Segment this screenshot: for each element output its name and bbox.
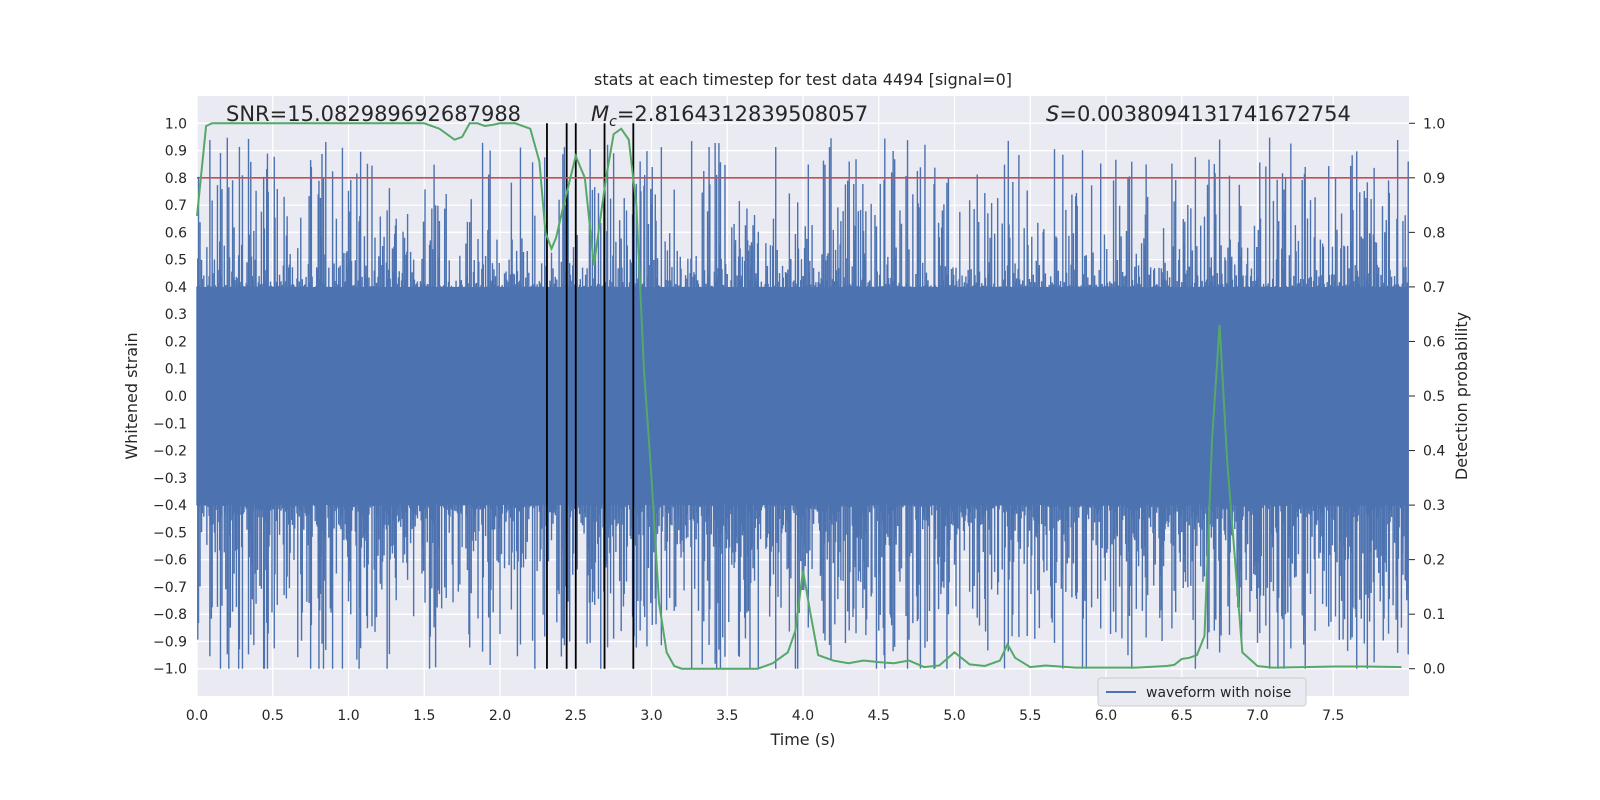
y-right-tick-label: 1.0 bbox=[1423, 116, 1445, 132]
s-annotation: S=0.0038094131741672754 bbox=[1046, 102, 1351, 126]
y-tick-label: −0.2 bbox=[153, 444, 187, 460]
y-tick-label: −0.9 bbox=[153, 634, 187, 650]
x-tick-label: 4.5 bbox=[868, 708, 890, 724]
chirp-mass-value: =2.8164312839508057 bbox=[617, 102, 868, 126]
x-tick-label: 3.0 bbox=[640, 708, 662, 724]
chirp-mass-annotation: Mc=2.8164312839508057 bbox=[591, 102, 868, 130]
y-right-tick-label: 0.0 bbox=[1423, 662, 1445, 678]
probability-series bbox=[196, 122, 1402, 670]
x-tick-label: 7.0 bbox=[1246, 708, 1268, 724]
y-tick-label: 0.9 bbox=[165, 144, 187, 160]
y-right-tick-label: 0.7 bbox=[1423, 280, 1445, 296]
y-tick-label: 0.4 bbox=[165, 280, 187, 296]
x-tick-labels: 0.0 0.5 1.0 1.5 2.0 2.5 3.0 3.5 4.0 4.5 5.0 5.5 6.0 6… bbox=[186, 708, 1345, 724]
x-tick-label: 5.5 bbox=[1019, 708, 1041, 724]
y-right-axis-title: Detection probability bbox=[1452, 312, 1471, 480]
y-tick-label: 0.6 bbox=[165, 225, 187, 241]
y-tick-labels: 1.0 0.9 0.8 0.7 0.6 0.5 0.4 0.3 0.2 0.1 0.0 −0.1 −0.… bbox=[153, 116, 187, 677]
y-tick-label: 0.3 bbox=[165, 307, 187, 323]
y-right-tick-label: 0.6 bbox=[1423, 334, 1445, 350]
legend-box bbox=[1097, 677, 1307, 707]
y-tick-label: 0.2 bbox=[165, 334, 187, 350]
y-axis-title: Whitened strain bbox=[122, 332, 141, 459]
y-tick-label: −0.4 bbox=[153, 498, 187, 514]
waveform-line bbox=[196, 137, 1409, 669]
y-right-tick-label: 0.5 bbox=[1423, 389, 1445, 405]
y-tick-label: −0.3 bbox=[153, 471, 187, 487]
legend: waveform with noise bbox=[1097, 677, 1307, 707]
x-axis-title: Time (s) bbox=[769, 730, 835, 749]
x-tick-label: 6.5 bbox=[1171, 708, 1193, 724]
y-right-tick-label: 0.4 bbox=[1423, 444, 1445, 460]
y-tick-label: 0.7 bbox=[165, 198, 187, 214]
snr-annotation: SNR=15.082989692687988 bbox=[226, 102, 521, 126]
x-tick-label: 5.0 bbox=[943, 708, 965, 724]
s-symbol: S bbox=[1046, 102, 1059, 126]
y-tick-label: 0.5 bbox=[165, 253, 187, 269]
y-tick-label: 0.1 bbox=[165, 362, 187, 378]
chirp-mass-symbol: M bbox=[591, 102, 609, 126]
legend-label: waveform with noise bbox=[1146, 685, 1291, 701]
waveform-series bbox=[196, 137, 1409, 669]
vertical-markers bbox=[546, 123, 635, 669]
x-tick-label: 3.5 bbox=[716, 708, 738, 724]
y-right-tick-label: 0.1 bbox=[1423, 607, 1445, 623]
y-right-tick-label: 0.8 bbox=[1423, 225, 1445, 241]
y-right-tick-label: 0.9 bbox=[1423, 171, 1445, 187]
y-tick-label: −0.7 bbox=[153, 580, 187, 596]
y-tick-label: −0.6 bbox=[153, 553, 187, 569]
x-tick-label: 4.0 bbox=[792, 708, 814, 724]
y-tick-label: 0.0 bbox=[165, 389, 187, 405]
y-tick-label: −0.5 bbox=[153, 525, 187, 541]
y-tick-label: −0.1 bbox=[153, 416, 187, 432]
y-right-tick-label: 0.3 bbox=[1423, 498, 1445, 514]
x-tick-label: 1.5 bbox=[413, 708, 435, 724]
y-right-tick-labels: 1.0 0.9 0.8 0.7 0.6 0.5 0.4 0.3 0.2 0.1 0.0 bbox=[1409, 116, 1445, 678]
chirp-mass-subscript: c bbox=[609, 114, 617, 130]
chart-title: stats at each timestep for test data 449… bbox=[594, 70, 1012, 89]
y-tick-label: −1.0 bbox=[153, 662, 187, 678]
x-tick-label: 2.5 bbox=[565, 708, 587, 724]
x-tick-label: 0.0 bbox=[186, 708, 208, 724]
y-tick-label: 0.8 bbox=[165, 171, 187, 187]
x-tick-label: 7.5 bbox=[1322, 708, 1344, 724]
x-tick-label: 0.5 bbox=[262, 708, 284, 724]
x-tick-label: 1.0 bbox=[337, 708, 359, 724]
s-value: =0.0038094131741672754 bbox=[1059, 102, 1351, 126]
x-tick-label: 6.0 bbox=[1095, 708, 1117, 724]
y-right-tick-label: 0.2 bbox=[1423, 553, 1445, 569]
y-tick-label: 1.0 bbox=[165, 116, 187, 132]
x-tick-label: 2.0 bbox=[489, 708, 511, 724]
y-tick-label: −0.8 bbox=[153, 607, 187, 623]
probability-line bbox=[196, 122, 1402, 670]
